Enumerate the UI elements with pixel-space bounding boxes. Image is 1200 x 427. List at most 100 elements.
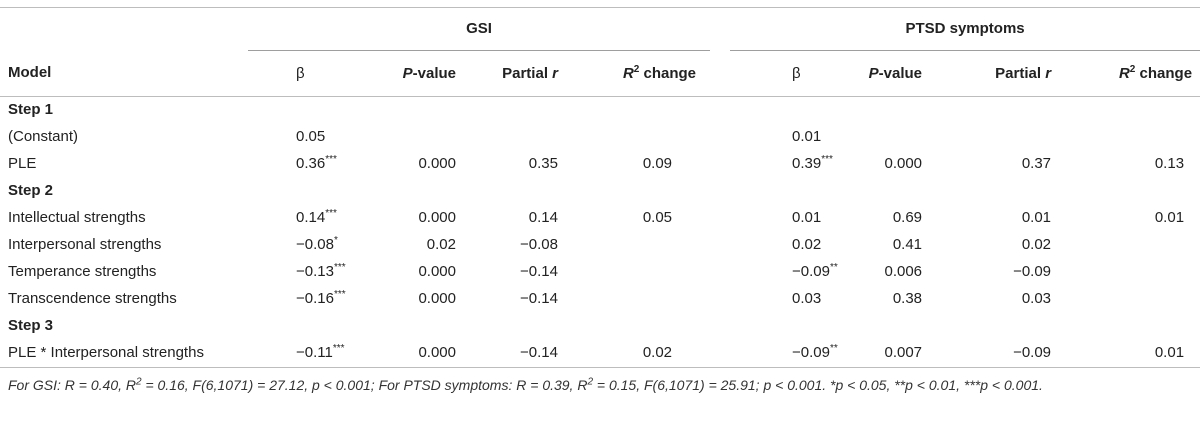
beta-cell-ptsd: 0.01: [730, 204, 848, 231]
pvalue-cell-ptsd: 0.41: [892, 236, 923, 253]
row-label: PLE: [8, 155, 37, 172]
beta-value: 0.36: [296, 155, 326, 172]
table-footnote: For GSI: R = 0.40, R2 = 0.16, F(6,1071) …: [8, 376, 1043, 393]
empty-cell: [730, 96, 848, 123]
empty-cell: [468, 96, 588, 123]
group-header-row: GSI PTSD symptoms: [0, 8, 1200, 51]
significance-marker: ***: [325, 208, 337, 219]
beta-cell-ptsd: 0.39***: [730, 150, 848, 177]
partial-r-cell-gsi: [468, 123, 588, 150]
significance-marker: ***: [333, 289, 346, 300]
pvalue-cell-gsi: 0.000: [418, 290, 456, 307]
row-label: Temperance strengths: [8, 263, 157, 280]
spacer-cell: [710, 231, 730, 258]
beta-value: −0.13: [296, 263, 334, 280]
header-model: Model: [0, 50, 248, 97]
beta-cell-gsi: 0.14***: [248, 204, 373, 231]
partial-r-cell-gsi: −0.14: [468, 339, 588, 368]
header-beta-ptsd: β: [730, 50, 849, 97]
empty-cell: [588, 96, 710, 123]
empty-cell: [848, 312, 958, 339]
table-row: (Constant) 0.05 0.01: [0, 123, 1200, 150]
significance-marker: ***: [325, 154, 337, 165]
pvalue-cell-ptsd: 0.007: [848, 339, 959, 368]
pvalue-cell-gsi: 0.000: [373, 339, 468, 368]
beta-cell-ptsd: 0.01: [730, 123, 848, 150]
table-row: Transcendence strengths −0.16*** 0.000 −0.1…: [0, 285, 1200, 312]
beta-value: 0.03: [792, 290, 822, 307]
step-row: Step 1: [0, 96, 1200, 123]
header-pvalue-ptsd: P-value: [848, 50, 959, 97]
step-row: Step 3: [0, 312, 1200, 339]
r2-change-cell-gsi: 0.09: [642, 155, 673, 172]
significance-marker: **: [830, 343, 838, 355]
partial-r-cell-ptsd: 0.02: [1021, 236, 1052, 253]
header-beta-gsi: β: [248, 50, 373, 97]
regression-table: GSI PTSD symptoms Model β P-value Partia…: [0, 8, 1200, 368]
beta-value: 0.14: [296, 209, 326, 226]
step-label: Step 3: [8, 317, 54, 334]
beta-cell-ptsd: −0.09**: [730, 339, 849, 368]
beta-value: 0.05: [296, 128, 326, 145]
partial-r-cell-gsi: −0.14: [520, 263, 558, 280]
significance-marker: *: [333, 235, 338, 246]
row-label: Transcendence strengths: [8, 290, 177, 307]
empty-cell: [848, 96, 958, 123]
beta-value: 0.01: [792, 209, 822, 226]
beta-value: −0.16: [296, 290, 334, 307]
r2-change-cell-gsi: [588, 285, 710, 312]
empty-cell: [730, 177, 848, 204]
spacer-cell: [710, 258, 730, 285]
partial-r-cell-gsi: −0.08: [520, 236, 558, 253]
pvalue-cell-ptsd: 0.006: [884, 263, 923, 280]
partial-r-cell-ptsd: 0.37: [1021, 155, 1052, 172]
header-partial-r-ptsd: Partial r: [958, 50, 1082, 97]
beta-value: −0.08: [296, 236, 334, 253]
empty-cell: [248, 96, 373, 123]
empty-cell: [248, 312, 373, 339]
table-row: PLE * Interpersonal strengths −0.11*** 0.0…: [0, 339, 1200, 368]
empty-cell: [958, 96, 1081, 123]
significance-marker: **: [830, 262, 838, 273]
empty-cell: [710, 96, 730, 123]
empty-cell: [248, 177, 373, 204]
empty-cell: [468, 177, 588, 204]
beta-cell-gsi: 0.05: [248, 123, 373, 150]
pvalue-cell-ptsd: 0.38: [892, 290, 923, 307]
beta-value: 0.39: [792, 155, 822, 172]
table-row: Intellectual strengths 0.14*** 0.000 0.14 0.…: [0, 204, 1200, 231]
step-label: Step 2: [8, 182, 54, 199]
empty-cell: [588, 312, 710, 339]
group-header-gsi: GSI: [248, 8, 711, 51]
beta-cell-ptsd: −0.09**: [730, 258, 848, 285]
pvalue-cell-ptsd: 0.000: [884, 155, 923, 172]
beta-value: −0.09: [792, 344, 830, 362]
partial-r-cell-gsi: 0.14: [528, 209, 558, 226]
row-label: (Constant): [8, 128, 79, 145]
empty-cell: [1081, 177, 1200, 204]
beta-value: −0.11: [296, 344, 333, 362]
empty-cell: [958, 312, 1081, 339]
r2-change-cell-gsi: 0.05: [642, 209, 673, 226]
partial-r-cell-ptsd: [958, 123, 1081, 150]
empty-cell: [730, 312, 848, 339]
r2-change-cell-ptsd: 0.01: [1081, 339, 1200, 368]
beta-cell-ptsd: 0.03: [730, 285, 848, 312]
pvalue-cell-gsi: 0.02: [426, 236, 456, 253]
partial-r-cell-ptsd: 0.01: [1021, 209, 1052, 226]
spacer-cell: [710, 123, 730, 150]
pvalue-cell-ptsd: 0.69: [892, 209, 923, 226]
empty-cell: [373, 96, 468, 123]
empty-cell: [1081, 312, 1200, 339]
r2-change-cell-gsi: [588, 258, 710, 285]
row-label: PLE * Interpersonal strengths: [0, 339, 248, 368]
beta-cell-gsi: −0.08*: [248, 231, 373, 258]
table-row: Temperance strengths −0.13*** 0.000 −0.14 −0…: [0, 258, 1200, 285]
beta-value: 0.02: [792, 236, 822, 253]
r2-change-cell-ptsd: 0.13: [1154, 155, 1185, 172]
significance-marker: ***: [332, 343, 345, 355]
pvalue-cell-gsi: [373, 123, 468, 150]
spacer-cell: [710, 285, 730, 312]
spacer-cell: [710, 339, 731, 368]
row-label: Interpersonal strengths: [8, 236, 162, 253]
